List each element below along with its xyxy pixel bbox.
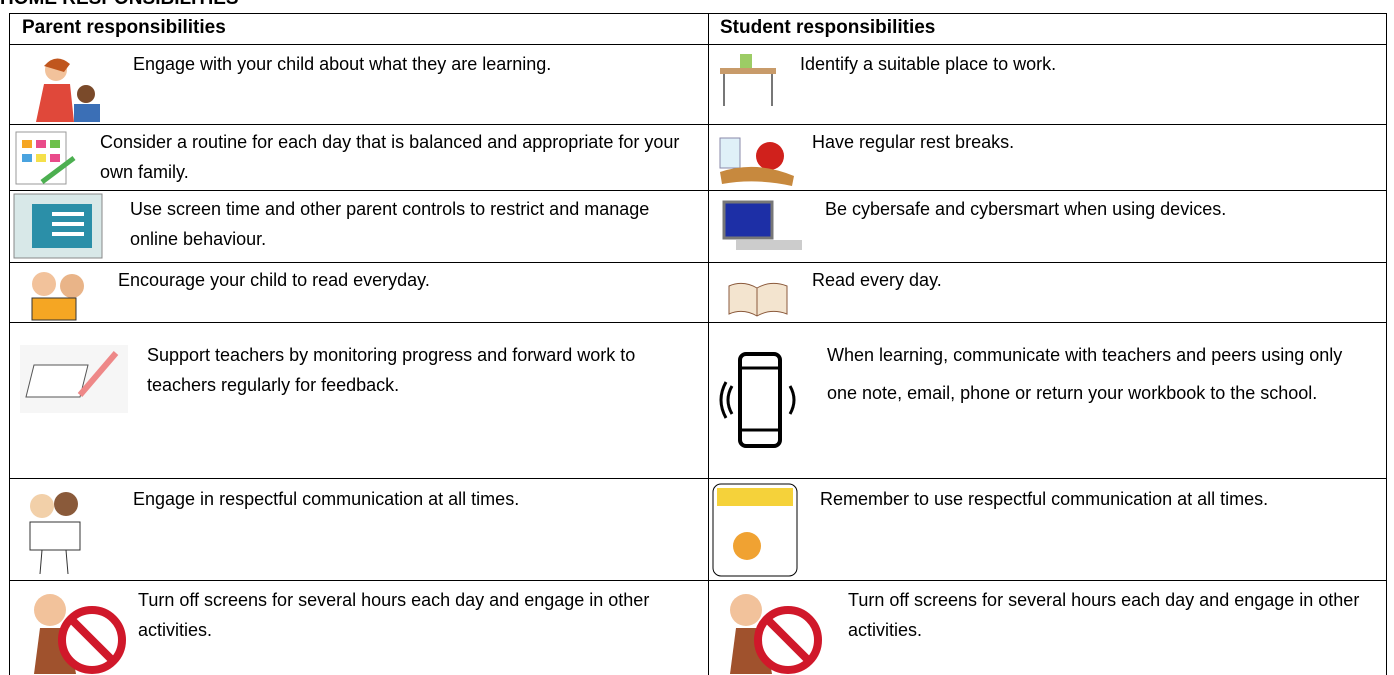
border [9, 124, 1387, 125]
cell-text: Engage in respectful communication at al… [133, 489, 520, 509]
border [9, 13, 1387, 14]
cell-text: Turn off screens for several hours each … [138, 590, 650, 640]
cell-text: Engage with your child about what they a… [133, 54, 552, 74]
cell-text: Remember to use respectful communication… [820, 489, 1269, 509]
border [9, 478, 1387, 479]
icon-phone [719, 352, 796, 448]
cell-text: When learning, communicate with teachers… [827, 345, 1343, 403]
column-header: Parent responsibilities [22, 17, 226, 38]
icon-manners [712, 483, 798, 577]
cell-text: Use screen time and other parent control… [130, 199, 650, 249]
border [9, 190, 1387, 191]
icon-snack [719, 137, 794, 186]
cell-text: Consider a routine for each day that is … [100, 132, 680, 182]
icon-screen [13, 193, 103, 259]
section-title: HOME RESPONSIBILITIES [0, 0, 239, 10]
icon-computer [722, 200, 802, 250]
icon-book [728, 282, 788, 317]
icon-respect [29, 492, 81, 575]
border [9, 322, 1387, 323]
cell-text: Identify a suitable place to work. [800, 54, 1057, 74]
column-header: Student responsibilities [720, 17, 936, 38]
icon-screens-off [34, 594, 126, 674]
icon-screens-off [730, 594, 822, 674]
cell-text: Have regular rest breaks. [812, 132, 1015, 152]
border [1386, 13, 1387, 675]
border [9, 580, 1387, 581]
border [9, 262, 1387, 263]
icon-reading [31, 272, 84, 321]
cell-text: Support teachers by monitoring progress … [147, 345, 636, 395]
icon-parent-child [36, 58, 100, 122]
cell-text: Turn off screens for several hours each … [848, 590, 1360, 640]
border [708, 13, 709, 675]
border [9, 44, 1387, 45]
cell-text: Encourage your child to read everyday. [118, 270, 430, 290]
border [9, 13, 10, 675]
cell-text: Read every day. [812, 270, 942, 290]
icon-desk [720, 54, 776, 106]
icon-feedback [20, 345, 128, 413]
icon-calendar [15, 131, 76, 185]
cell-text: Be cybersafe and cybersmart when using d… [825, 199, 1227, 219]
